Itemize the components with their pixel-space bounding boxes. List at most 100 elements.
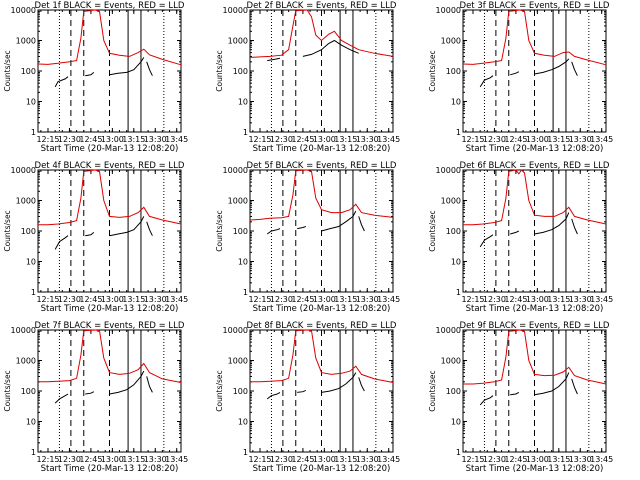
y-tick-label: 10 — [26, 258, 36, 267]
series-events — [534, 212, 570, 235]
x-tick-label: 12:15 — [248, 135, 271, 144]
series-events — [510, 71, 520, 76]
panel-3: Det 3f BLACK = Events, RED = LLD 1 10 100 10… — [428, 1, 613, 154]
panel-2: Det 2f BLACK = Events, RED = LLD 1 10 100 10… — [215, 1, 400, 154]
x-tick-label: 13:30 — [144, 295, 167, 304]
panel-title: Det 1f BLACK = Events, RED = LLD — [35, 1, 185, 11]
x-tick-label: 12:45 — [504, 295, 527, 304]
x-tick-label: 13:30 — [356, 455, 379, 464]
series-events — [510, 230, 520, 235]
x-tick-label: 12:15 — [248, 295, 271, 304]
y-axis-label: Counts/sec — [215, 50, 224, 91]
series-events — [358, 377, 365, 392]
y-tick-label: 10000 — [11, 166, 36, 175]
panel-7: Det 7f BLACK = Events, RED = LLD 1 10 100 10… — [3, 321, 188, 474]
x-tick-label: 12:45 — [79, 455, 102, 464]
x-tick-label: 13:00 — [526, 455, 549, 464]
y-tick-label: 1 — [31, 128, 36, 137]
y-axis-label: Counts/sec — [428, 370, 437, 411]
y-tick-label: 1 — [456, 128, 461, 137]
panel-title: Det 7f BLACK = Events, RED = LLD — [35, 321, 185, 331]
series-lld — [250, 329, 394, 383]
y-tick-label: 1000 — [441, 37, 461, 46]
x-tick-label: 13:00 — [101, 135, 124, 144]
series-lld — [463, 329, 607, 385]
x-tick-label: 12:45 — [291, 455, 314, 464]
series-events — [534, 58, 570, 75]
panel-6: Det 6f BLACK = Events, RED = LLD 1 10 100 10… — [428, 161, 613, 314]
y-tick-label: 1000 — [16, 357, 36, 366]
y-tick-label: 100 — [446, 227, 461, 236]
series-events — [321, 210, 357, 232]
x-tick-label: 12:45 — [291, 295, 314, 304]
y-tick-label: 100 — [233, 227, 248, 236]
x-axis-label: Start Time (20-Mar-13 12:08:20) — [41, 304, 179, 314]
y-tick-label: 100 — [446, 387, 461, 396]
x-tick-label: 13:00 — [101, 295, 124, 304]
y-axis-label: Counts/sec — [215, 210, 224, 251]
y-tick-label: 100 — [446, 67, 461, 76]
x-tick-label: 13:00 — [101, 455, 124, 464]
y-tick-label: 10000 — [436, 166, 461, 175]
y-tick-label: 1 — [31, 288, 36, 297]
y-tick-label: 1 — [243, 448, 248, 457]
panel-9: Det 9f BLACK = Events, RED = LLD 1 10 100 10… — [428, 321, 613, 474]
panel-title: Det 6f BLACK = Events, RED = LLD — [460, 161, 610, 171]
y-axis-label: Counts/sec — [428, 210, 437, 251]
x-tick-label: 12:45 — [79, 135, 102, 144]
series-events — [54, 76, 69, 88]
y-tick-label: 10000 — [11, 326, 36, 335]
x-tick-label: 13:45 — [590, 295, 613, 304]
x-tick-label: 13:15 — [547, 135, 570, 144]
y-tick-label: 10 — [26, 418, 36, 427]
y-axis-label: Counts/sec — [428, 50, 437, 91]
y-tick-label: 10 — [26, 98, 36, 107]
x-tick-label: 13:45 — [590, 135, 613, 144]
series-events — [109, 57, 145, 76]
x-tick-label: 13:45 — [377, 135, 400, 144]
x-tick-label: 13:00 — [313, 135, 336, 144]
series-events — [297, 226, 306, 230]
y-tick-label: 100 — [21, 387, 36, 396]
x-tick-label: 13:45 — [165, 295, 188, 304]
x-tick-label: 12:15 — [461, 455, 484, 464]
x-tick-label: 12:30 — [58, 135, 81, 144]
y-tick-label: 1000 — [228, 357, 248, 366]
series-events — [54, 235, 69, 250]
series-events — [321, 372, 357, 393]
panel-5: Det 5f BLACK = Events, RED = LLD 1 10 100 10… — [215, 161, 400, 314]
y-tick-label: 10000 — [436, 326, 461, 335]
y-tick-label: 1 — [243, 128, 248, 137]
x-tick-label: 12:30 — [58, 295, 81, 304]
series-lld — [249, 9, 394, 58]
x-tick-label: 13:15 — [547, 455, 570, 464]
series-lld — [463, 169, 607, 226]
y-tick-label: 10000 — [223, 326, 248, 335]
series-lld — [38, 169, 182, 226]
x-tick-label: 12:30 — [270, 455, 293, 464]
panel-4: Det 4f BLACK = Events, RED = LLD 1 10 100 10… — [3, 161, 188, 314]
series-events — [479, 395, 494, 406]
x-tick-label: 12:30 — [58, 455, 81, 464]
series-events — [85, 72, 95, 77]
x-tick-label: 12:15 — [36, 295, 59, 304]
series-events — [146, 376, 153, 393]
x-axis-label: Start Time (20-Mar-13 12:08:20) — [253, 304, 391, 314]
series-events — [302, 39, 359, 57]
y-tick-label: 1000 — [441, 197, 461, 206]
y-tick-label: 10 — [451, 98, 461, 107]
series-events — [571, 378, 578, 395]
panel-1: Det 1f BLACK = Events, RED = LLD 1 10 100 10… — [3, 1, 188, 154]
x-tick-label: 13:15 — [334, 135, 357, 144]
y-tick-label: 10 — [451, 418, 461, 427]
y-axis-label: Counts/sec — [3, 210, 12, 251]
y-axis-label: Counts/sec — [3, 370, 12, 411]
x-tick-label: 13:45 — [165, 455, 188, 464]
series-events — [297, 389, 307, 393]
x-axis-label: Start Time (20-Mar-13 12:08:20) — [253, 464, 391, 474]
series-events — [54, 393, 69, 404]
x-tick-label: 12:15 — [36, 135, 59, 144]
x-axis-label: Start Time (20-Mar-13 12:08:20) — [466, 144, 604, 154]
x-tick-label: 12:30 — [270, 295, 293, 304]
